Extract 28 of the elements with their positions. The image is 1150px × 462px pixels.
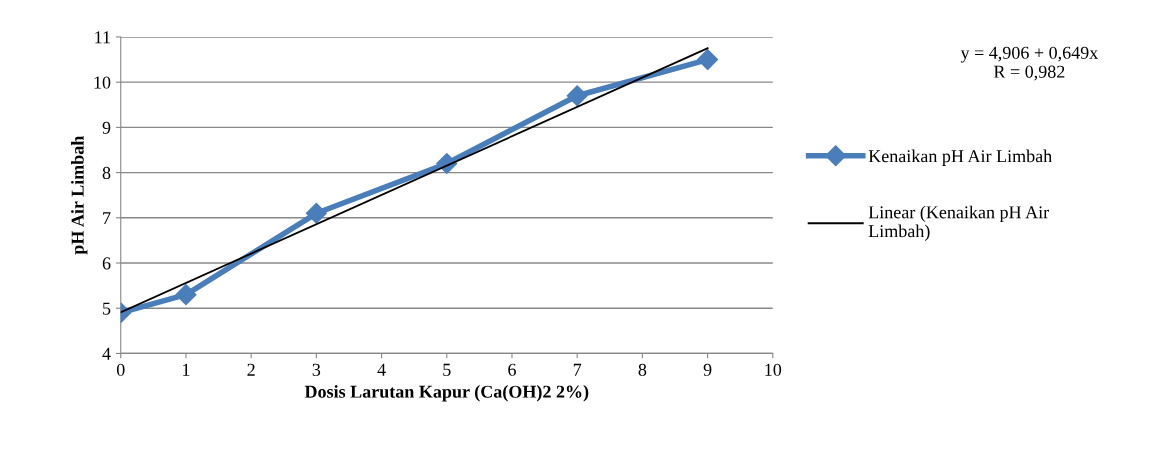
x-tick-label: 1	[183, 363, 190, 376]
y-tick-label: 7	[103, 212, 111, 225]
x-tick-label: 9	[703, 363, 712, 376]
x-tick-label: 2	[247, 363, 255, 376]
point	[175, 284, 197, 306]
x-tick-label: 4	[377, 363, 386, 376]
y-axis-title: pH Air Limbah	[71, 135, 88, 255]
x-axis-title: Dosis Larutan Kapur (Ca(OH)2 2%)	[304, 385, 589, 402]
legend-label: Kenaikan pH Air Limbah	[868, 149, 1052, 166]
x-tick-label: 5	[443, 363, 451, 376]
x-tick-label: 3	[312, 363, 321, 376]
x-tick-label: 6	[508, 363, 516, 376]
point	[566, 85, 588, 107]
y-tick-label: 4	[102, 347, 111, 360]
y-tick-label: 6	[102, 257, 111, 270]
point	[697, 49, 719, 71]
y-tick-label: 11	[95, 31, 110, 44]
x-tick-label: 0	[116, 363, 125, 376]
y-tick-label: 10	[94, 76, 111, 89]
x-tick-label: 8	[638, 363, 647, 376]
x-tick-label: 7	[573, 363, 582, 376]
y-tick-label: 8	[102, 166, 111, 180]
legend-label: Linear (Kenaikan pH Air Limbah)	[868, 205, 1050, 241]
point	[305, 202, 327, 224]
y-tick-label: 5	[103, 302, 111, 315]
x-tick-label: 10	[765, 363, 782, 376]
y-tick-label: 9	[102, 121, 111, 134]
text: y = 4,906 + 0,649x R = 0,982	[960, 46, 1099, 81]
